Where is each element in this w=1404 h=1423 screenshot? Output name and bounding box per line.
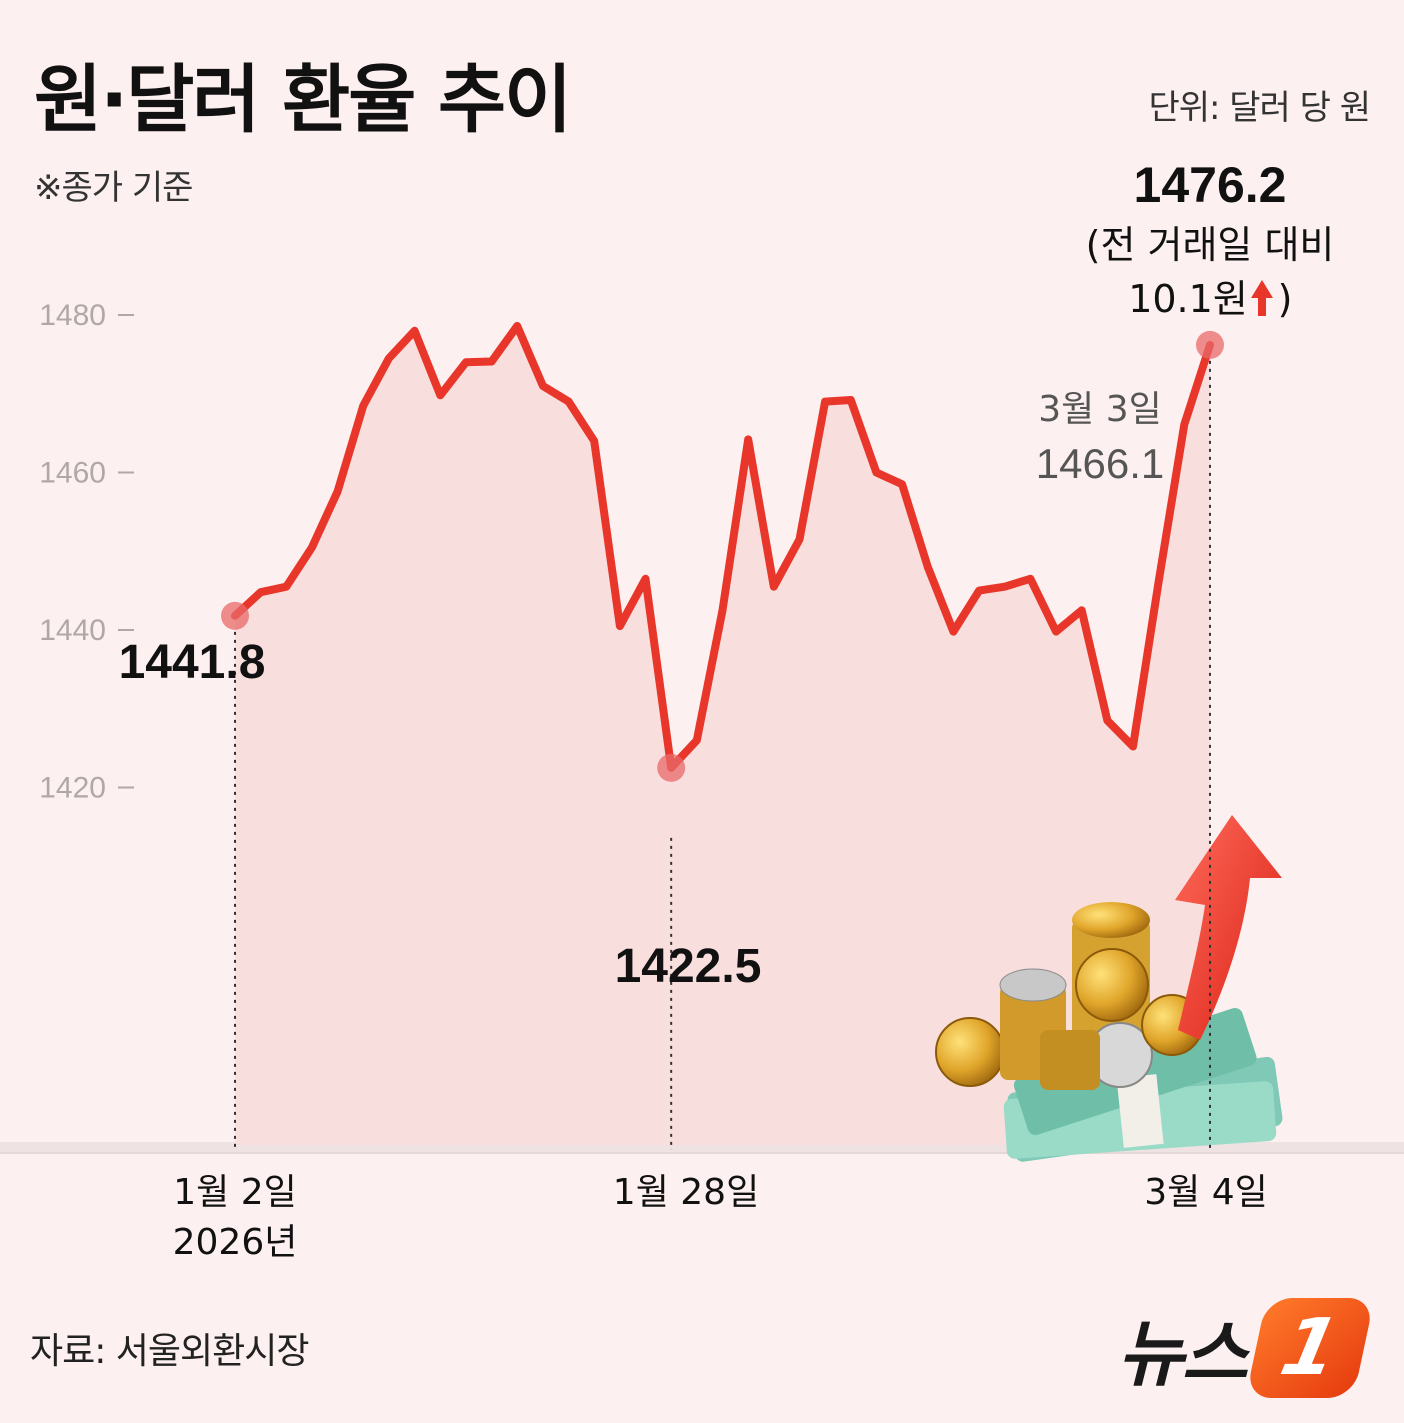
money-illustration xyxy=(935,815,1283,1162)
coin-pile xyxy=(935,902,1203,1090)
chart-title: 원·달러 환율 추이 xyxy=(34,57,572,143)
data-point-marker xyxy=(657,753,686,782)
annotation-last-value: 1476.2 xyxy=(1134,157,1287,213)
change-up-arrow-icon xyxy=(1251,280,1273,316)
annotation-last-change: 10.1원 xyxy=(1128,277,1248,321)
unit-label: 단위: 달러 당 원 xyxy=(1148,88,1371,128)
logo-text: 뉴스 xyxy=(1117,1312,1248,1396)
annotation-last-close-paren: ) xyxy=(1278,277,1293,321)
annotation-last-compare: (전 거래일 대비 xyxy=(1086,223,1335,267)
news1-logo: 뉴스 1 xyxy=(1117,1295,1375,1400)
series-area xyxy=(235,326,1210,1145)
annotation-start-value: 1441.8 xyxy=(119,636,266,689)
x-label-start-year: 2026년 xyxy=(173,1222,298,1263)
leaders xyxy=(234,360,1211,1150)
data-point-marker xyxy=(221,601,249,630)
y-tick-label: 1460 xyxy=(39,457,106,490)
series-line xyxy=(231,322,1214,772)
y-tick-label: 1420 xyxy=(39,772,106,805)
source-note: 자료: 서울외환시장 xyxy=(30,1331,310,1372)
x-label-start-date: 1월 2일 xyxy=(173,1172,297,1213)
y-axis: 1480 1460 1440 1420 xyxy=(39,299,134,805)
annotation-prev-value: 1466.1 xyxy=(1036,440,1164,487)
y-tick-label: 1480 xyxy=(39,299,106,332)
y-tick-label: 1440 xyxy=(39,614,106,647)
annotation-prev-date: 3월 3일 xyxy=(1038,389,1162,430)
markers xyxy=(221,330,1224,782)
up-arrow-icon xyxy=(1175,815,1282,1040)
data-point-marker xyxy=(1196,330,1224,359)
logo-mark: 1 xyxy=(1245,1297,1375,1398)
basis-note: ※종가 기준 xyxy=(34,168,193,208)
annotation-min-value: 1422.5 xyxy=(615,940,762,993)
x-label-mid-date: 1월 28일 xyxy=(613,1172,759,1213)
x-label-end-date: 3월 4일 xyxy=(1144,1172,1268,1213)
